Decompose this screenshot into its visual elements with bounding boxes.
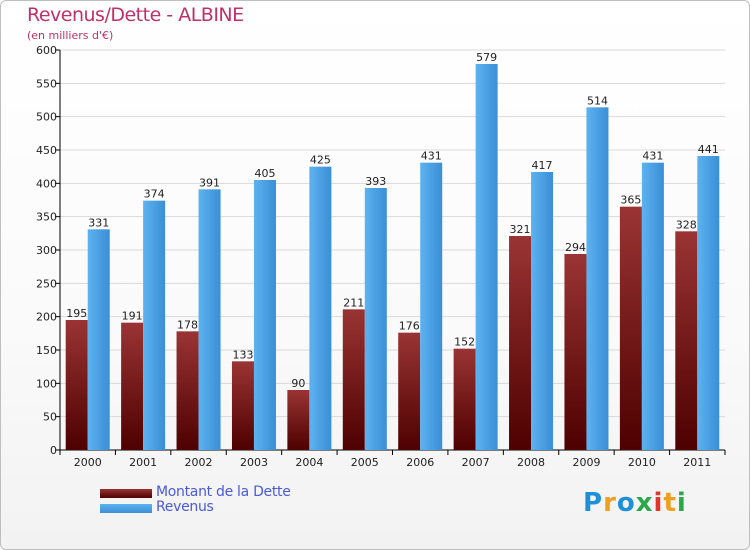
x-tick-label: 2003	[240, 456, 268, 469]
chart-subtitle: (en milliers d'€)	[27, 29, 114, 42]
data-label-revenue: 417	[532, 159, 553, 172]
data-label-debt: 195	[66, 307, 87, 320]
data-label-debt: 178	[177, 318, 198, 331]
data-label-revenue: 514	[587, 94, 608, 107]
bar-revenue	[198, 189, 221, 451]
proxiti-logo: Proxiti	[583, 488, 687, 518]
bar-debt	[619, 206, 642, 450]
data-label-debt: 211	[343, 296, 364, 309]
x-tick-label: 2007	[462, 456, 490, 469]
x-tick-label: 2001	[129, 456, 157, 469]
bar-revenue	[420, 162, 443, 450]
data-label-revenue: 331	[88, 216, 109, 229]
data-label-debt: 152	[454, 336, 475, 349]
y-tick-label: 200	[36, 311, 57, 324]
data-label-revenue: 441	[698, 143, 719, 156]
data-label-debt: 133	[232, 348, 253, 361]
y-tick-label: 100	[36, 377, 57, 390]
bar-debt	[675, 231, 698, 450]
y-tick-label: 600	[36, 44, 57, 57]
data-label-debt: 365	[620, 194, 641, 207]
bar-debt	[287, 390, 310, 450]
y-tick-label: 450	[36, 144, 57, 157]
data-label-debt: 176	[399, 320, 420, 333]
y-tick-label: 150	[36, 344, 57, 357]
bar-revenue	[697, 156, 720, 450]
bar-debt	[65, 320, 88, 450]
data-label-revenue: 393	[365, 175, 386, 188]
y-tick-label: 50	[43, 411, 57, 424]
y-tick-label: 550	[36, 77, 57, 90]
x-tick-label: 2002	[185, 456, 213, 469]
x-tick-label: 2006	[406, 456, 434, 469]
bar-debt	[342, 309, 365, 450]
data-label-revenue: 425	[310, 154, 331, 167]
x-tick-label: 2009	[572, 456, 600, 469]
data-label-revenue: 405	[254, 167, 275, 180]
legend-swatch-debt	[100, 489, 152, 498]
y-tick-label: 500	[36, 111, 57, 124]
data-label-debt: 328	[676, 218, 697, 231]
bar-debt	[176, 331, 199, 450]
x-tick-label: 2000	[74, 456, 102, 469]
x-tick-label: 2010	[628, 456, 656, 469]
x-tick-label: 2011	[683, 456, 711, 469]
bar-revenue	[641, 162, 664, 450]
data-label-revenue: 431	[421, 150, 442, 163]
y-tick-label: 250	[36, 277, 57, 290]
bar-revenue	[253, 180, 276, 450]
bar-revenue	[364, 188, 387, 450]
bar-debt	[564, 254, 587, 450]
chart-title: Revenus/Dette - ALBINE	[27, 4, 244, 26]
data-label-revenue: 374	[144, 188, 165, 201]
bar-revenue	[586, 107, 609, 450]
data-label-debt: 191	[122, 310, 143, 323]
bar-debt	[121, 322, 144, 450]
data-label-debt: 90	[291, 377, 305, 390]
bar-debt	[509, 236, 532, 450]
y-tick-label: 350	[36, 211, 57, 224]
y-tick-label: 400	[36, 177, 57, 190]
bar-revenue	[309, 166, 332, 450]
data-label-revenue: 431	[642, 150, 663, 163]
x-tick-label: 2008	[517, 456, 545, 469]
legend-label-debt: Montant de la Dette	[156, 484, 291, 500]
bar-debt	[231, 361, 254, 450]
data-label-revenue: 391	[199, 176, 220, 189]
bar-revenue	[531, 172, 554, 450]
data-label-debt: 294	[565, 241, 586, 254]
bar-revenue	[87, 229, 110, 450]
y-tick-label: 300	[36, 244, 57, 257]
x-tick-label: 2004	[295, 456, 323, 469]
data-label-debt: 321	[510, 223, 531, 236]
bar-debt	[453, 348, 476, 450]
legend-swatch-revenue	[100, 504, 152, 513]
bar-debt	[398, 332, 421, 450]
bar-revenue	[475, 64, 498, 450]
bar-revenue	[143, 200, 166, 450]
data-label-revenue: 579	[476, 51, 497, 64]
y-tick-label: 0	[50, 444, 57, 457]
legend-label-revenue: Revenus	[156, 499, 214, 515]
x-tick-label: 2005	[351, 456, 379, 469]
